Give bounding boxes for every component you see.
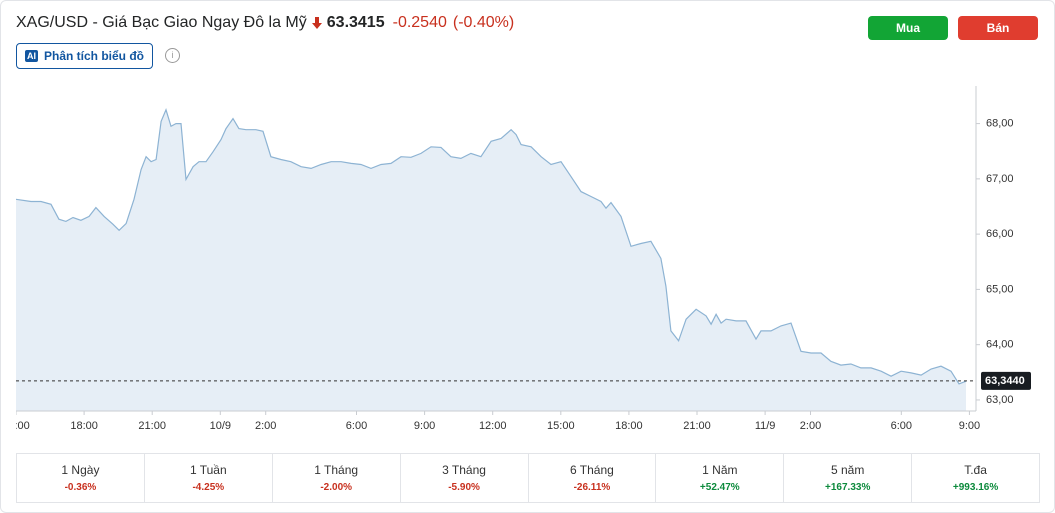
period-name: 6 Tháng — [570, 463, 614, 477]
period-table: 1 Ngày -0.36% 1 Tuần -4.25% 1 Tháng -2.00% 3 T… — [16, 453, 1040, 503]
x-tick-label: 12:00 — [479, 420, 507, 432]
period-cell[interactable]: T.đa +993.16% — [912, 454, 1039, 502]
title: XAG/USD - Giá Bạc Giao Ngay Đô la Mỹ — [16, 14, 307, 31]
period-change: -4.25% — [192, 482, 225, 493]
analysis-label: Phân tích biểu đồ — [44, 49, 145, 63]
period-change: -5.90% — [448, 482, 480, 493]
x-tick-label: 15:00 — [2, 420, 30, 432]
info-icon[interactable]: i — [165, 48, 180, 63]
period-cell[interactable]: 1 Tuần -4.25% — [145, 454, 273, 502]
x-tick-label: 11/9 — [755, 420, 776, 432]
period-name: 5 năm — [831, 463, 865, 477]
x-tick-label: 2:00 — [255, 420, 276, 432]
x-tick-label: 15:00 — [547, 420, 575, 432]
period-change: -0.36% — [64, 482, 97, 493]
y-tick-label: 65,00 — [986, 283, 1014, 295]
period-change: +52.47% — [699, 482, 740, 493]
period-cell[interactable]: 6 Tháng -26.11% — [529, 454, 657, 502]
period-cell[interactable]: 1 Tháng -2.00% — [273, 454, 401, 502]
ai-icon: AI — [25, 50, 38, 62]
y-tick-label: 67,00 — [986, 173, 1014, 185]
x-tick-label: 18:00 — [615, 420, 643, 432]
y-tick-label: 63,00 — [986, 394, 1014, 406]
period-name: 1 Tháng — [314, 463, 359, 477]
sell-button[interactable]: Bán — [958, 16, 1038, 40]
period-change: +167.33% — [825, 482, 871, 493]
period-cell[interactable]: 5 năm +167.33% — [784, 454, 913, 502]
period-cell[interactable]: 1 Năm +52.47% — [656, 454, 785, 502]
last-value-label: 63,3440 — [985, 375, 1025, 387]
period-change: -26.11% — [573, 482, 611, 493]
down-arrow — [311, 17, 322, 29]
period-name: T.đa — [964, 463, 987, 477]
x-tick-label: 2:00 — [800, 420, 821, 432]
x-tick-label: 10/9 — [210, 420, 231, 432]
line — [16, 108, 967, 385]
period-cell[interactable]: 3 Tháng -5.90% — [401, 454, 529, 502]
period-change: -2.00% — [320, 482, 353, 493]
x-tick-label: 6:00 — [346, 420, 367, 432]
x-tick-label: 21:00 — [138, 420, 166, 432]
last-value-box — [981, 371, 1031, 390]
x-tick-label: 9:00 — [414, 420, 435, 432]
analysis-button[interactable]: AI Phân tích biểu đồ — [16, 43, 154, 69]
period-name: 1 Năm — [702, 463, 738, 477]
x-tick-label: 21:00 — [683, 420, 711, 432]
header: XAG/USD - Giá Bạc Giao Ngay Đô la Mỹ 63.… — [16, 14, 514, 32]
period-name: 1 Ngày — [61, 463, 100, 477]
period-name: 1 Tuần — [189, 463, 227, 477]
change: -0.2540 — [392, 14, 447, 31]
period-name: 3 Tháng — [442, 463, 486, 477]
price: 63.3415 — [326, 14, 385, 31]
period-change: +993.16% — [952, 482, 999, 493]
y-tick-label: 68,00 — [986, 117, 1014, 129]
x-tick-label: 6:00 — [891, 420, 912, 432]
change-pct: (-0.40%) — [452, 14, 515, 31]
x-tick-label: 9:00 — [959, 420, 980, 432]
x-tick-label: 18:00 — [70, 420, 98, 432]
area — [16, 109, 967, 412]
y-tick-label: 66,00 — [986, 228, 1014, 240]
y-tick-label: 64,00 — [986, 339, 1014, 351]
chart: Investing.com63,0064,0065,0066,0067,0068… — [2, 86, 1031, 432]
period-cell[interactable]: 1 Ngày -0.36% — [17, 454, 145, 502]
buy-button[interactable]: Mua — [868, 16, 948, 40]
